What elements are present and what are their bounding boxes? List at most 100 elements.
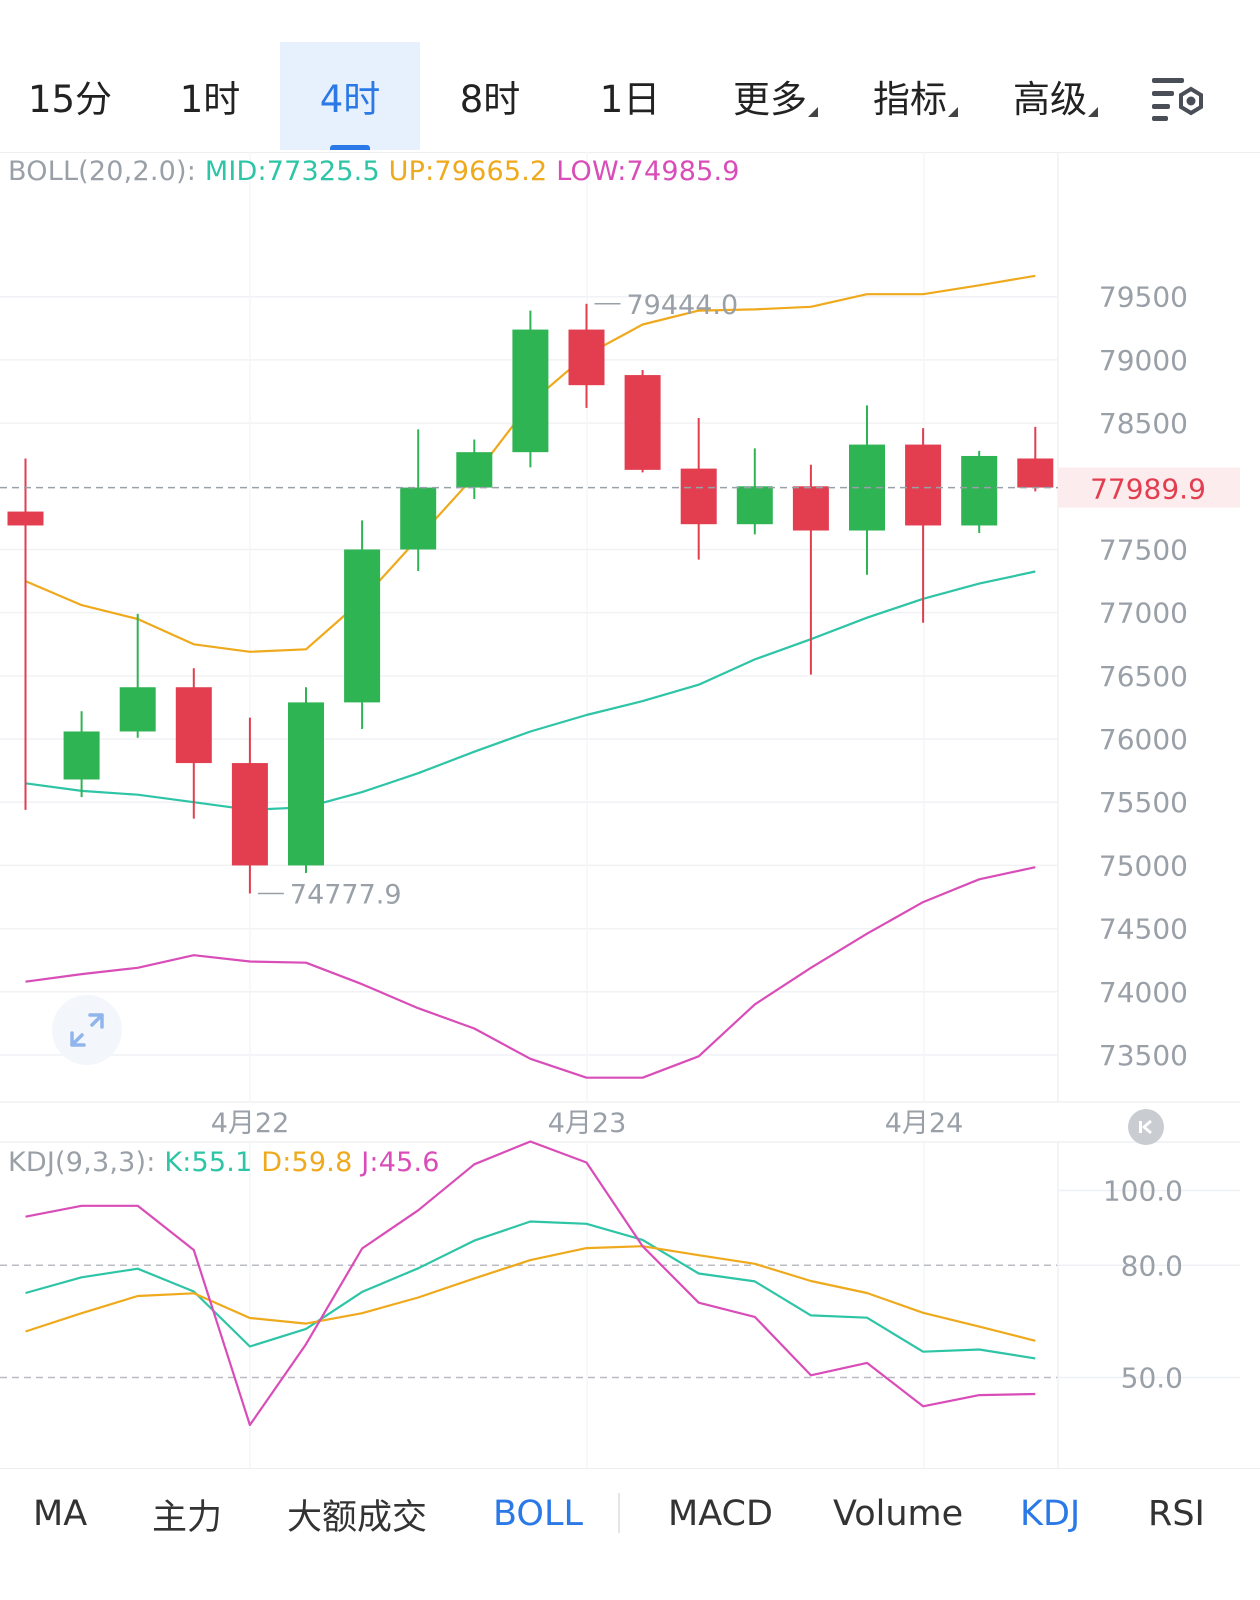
kdj-tick-label: 50.0 (1121, 1362, 1183, 1395)
candle-body (400, 487, 437, 550)
candle-body (344, 549, 381, 703)
high-marker-label: 79444.0 (627, 290, 739, 321)
candle-body (512, 329, 549, 453)
price-tick-label: 75000 (1099, 849, 1188, 882)
kdj-j-line (25, 1140, 1036, 1427)
indicator-label: KDJ (1020, 1494, 1081, 1534)
tab-1d[interactable]: 1日 (560, 42, 700, 150)
indicator-tab-ma[interactable]: MA (33, 1469, 87, 1559)
price-tick-label: 77500 (1099, 533, 1188, 566)
indicator-tab-volume[interactable]: Volume (833, 1469, 963, 1559)
time-axis: 4月22 4月23 4月24 (211, 1108, 964, 1139)
price-tick-label: 77000 (1099, 597, 1188, 630)
candle (175, 668, 212, 819)
tab-label: 1时 (179, 78, 241, 121)
candle (119, 613, 156, 738)
indicator-label: 主力 (152, 1497, 223, 1538)
candle (624, 370, 661, 473)
tab-advanced[interactable]: 高级 (980, 42, 1120, 150)
candle (905, 428, 942, 623)
expand-chart-button[interactable] (52, 995, 122, 1065)
indicator-label: Volume (833, 1494, 964, 1534)
date-tick-label: 4月24 (885, 1108, 964, 1139)
kdj-axis: 100.0 80.0 50.0 (1103, 1175, 1183, 1395)
indicator-label: 大额成交 (287, 1497, 428, 1538)
dropdown-triangle-icon (948, 107, 958, 117)
dropdown-triangle-icon (808, 107, 818, 117)
tab-label: 4时 (319, 78, 381, 121)
indicator-tab-rsi[interactable]: RSI (1148, 1469, 1205, 1559)
indicator-tab-large-trades[interactable]: 大额成交 (287, 1469, 427, 1559)
kdj-lines (25, 1140, 1036, 1427)
candle-body (568, 329, 605, 386)
tab-label: 指标 (873, 78, 947, 121)
candle-body (905, 444, 942, 526)
tab-label: 1日 (599, 78, 661, 121)
tab-label: 15分 (27, 78, 113, 121)
current-price-label: 77989.9 (1090, 473, 1206, 506)
candle (736, 448, 773, 535)
indicator-tab-kdj[interactable]: KDJ (1020, 1469, 1080, 1559)
boll-legend: BOLL(20,2.0): MID:77325.5 UP:79665.2 LOW… (8, 156, 740, 187)
kdj-j-value: J:45.6 (361, 1147, 440, 1178)
candle (961, 450, 998, 534)
candle (344, 520, 381, 729)
kdj-d-line (25, 1245, 1036, 1342)
rewind-to-latest-button[interactable] (1128, 1109, 1164, 1145)
indicator-tab-macd[interactable]: MACD (668, 1469, 773, 1559)
tab-4h[interactable]: 4时 (280, 42, 420, 150)
candle (288, 687, 324, 874)
candle (792, 464, 829, 675)
tab-1h[interactable]: 1时 (140, 42, 280, 150)
price-axis: 79500 79000 78500 77500 77000 76500 76000 75500… (1099, 281, 1188, 1072)
tab-label: 8时 (459, 78, 521, 121)
price-tick-label: 78500 (1099, 407, 1188, 440)
candle-body (624, 375, 661, 470)
candle-body (231, 763, 268, 866)
candle (231, 717, 268, 894)
candle (456, 439, 493, 499)
boll-low-value: LOW:74985.9 (556, 156, 740, 187)
kdj-k-line (25, 1220, 1036, 1360)
kdj-legend: KDJ(9,3,3): K:55.1 D:59.8 J:45.6 (8, 1147, 440, 1178)
indicator-label: MACD (668, 1494, 773, 1534)
candle-body (7, 511, 44, 526)
candle (568, 303, 605, 408)
boll-legend-label: BOLL(20,2.0): (8, 156, 197, 187)
indicator-label: BOLL (493, 1494, 583, 1534)
kdj-tick-label: 80.0 (1121, 1249, 1183, 1282)
chart-settings-button[interactable] (1150, 74, 1208, 126)
indicator-tab-boll[interactable]: BOLL (493, 1469, 583, 1559)
indicator-tab-main-force[interactable]: 主力 (152, 1469, 222, 1559)
kdj-k-value: K:55.1 (164, 1147, 253, 1178)
expand-arrows-icon (70, 1013, 104, 1047)
candle-body (456, 452, 493, 488)
price-tick-label: 79500 (1099, 281, 1188, 314)
candle-body (736, 486, 773, 525)
indicator-label: RSI (1148, 1494, 1205, 1534)
tab-label: 更多 (733, 78, 807, 121)
price-tick-label: 79000 (1099, 344, 1188, 377)
kdj-legend-label: KDJ(9,3,3): (8, 1147, 156, 1178)
boll-low-line (25, 866, 1036, 1079)
candle-body (63, 731, 100, 780)
kdj-grid (0, 1142, 1240, 1468)
tab-more[interactable]: 更多 (700, 42, 840, 150)
candle-body (119, 687, 156, 732)
indicator-label: MA (33, 1494, 88, 1534)
candle-body (680, 468, 717, 525)
kline-chart[interactable]: 79500 79000 78500 77500 77000 76500 76000 75500… (0, 0, 1260, 1468)
candle (512, 310, 549, 468)
candle (680, 418, 717, 560)
candle (7, 458, 44, 810)
tab-8h[interactable]: 8时 (420, 42, 560, 150)
date-tick-label: 4月23 (548, 1108, 627, 1139)
candle-body (1017, 458, 1054, 488)
candle (400, 429, 437, 571)
extreme-markers: 77989.9 79444.0 74777.9 (0, 290, 1240, 910)
low-marker-label: 74777.9 (290, 879, 402, 910)
tab-15m[interactable]: 15分 (0, 42, 140, 150)
timeframe-tabbar: 15分 1时 4时 8时 1日 更多 指标 高级 (0, 42, 1260, 153)
date-tick-label: 4月22 (211, 1108, 290, 1139)
tab-indicators[interactable]: 指标 (840, 42, 980, 150)
